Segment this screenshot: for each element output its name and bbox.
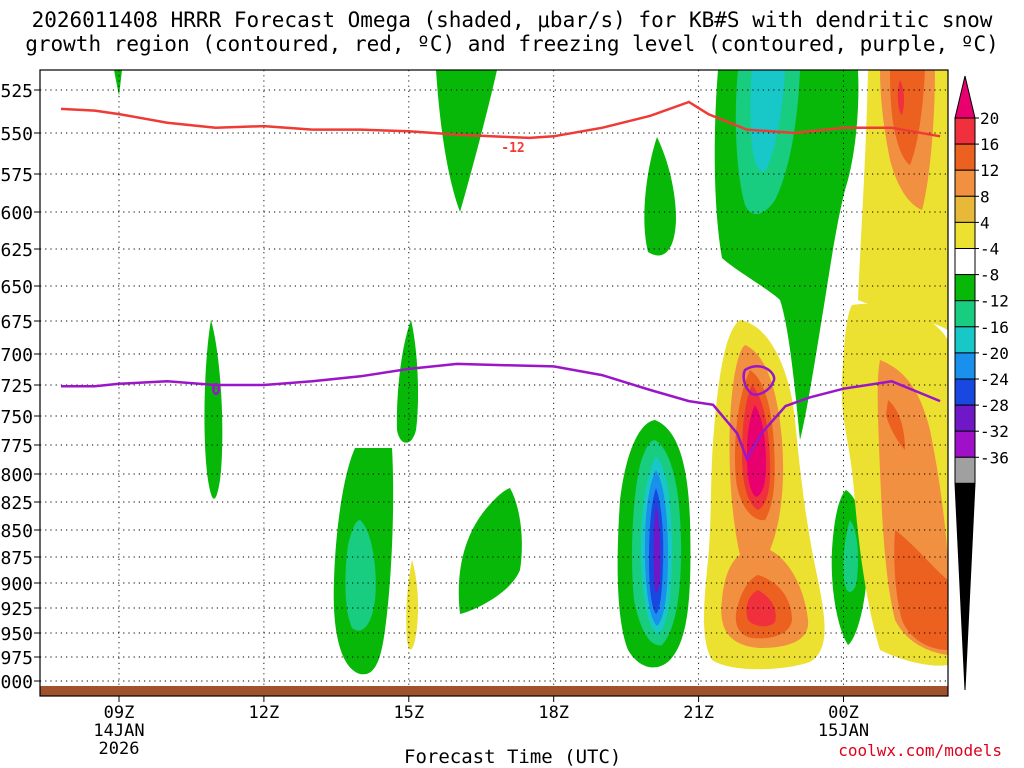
colorbar-segment (954, 221, 976, 249)
colorbar-tick-label: 12 (980, 161, 999, 180)
omega-shading-rising-regions (114, 70, 867, 675)
pressure-tick-label: 1000 (0, 672, 33, 693)
rising-region (114, 70, 122, 96)
x-axis-label: Forecast Time (UTC) (404, 746, 622, 768)
rising-region (644, 137, 676, 256)
pressure-tick-label: 825 (0, 493, 33, 514)
plot-frame (39, 69, 949, 697)
colorbar-tick-label: -24 (980, 370, 1009, 389)
colorbar-tick-label: 8 (980, 187, 990, 206)
pressure-tick-label: 850 (0, 521, 33, 542)
freezing-level-contour-label: 0 (213, 383, 220, 396)
credit-link[interactable]: coolwx.com/models (838, 741, 1002, 760)
colorbar-tick-label: -8 (980, 266, 999, 285)
sinking-region (746, 590, 776, 627)
rising-region (204, 320, 223, 499)
colorbar-segment (954, 274, 976, 302)
colorbar-tick-label: 20 (980, 109, 999, 128)
rising-region (843, 520, 858, 592)
colorbar-segment (954, 430, 976, 458)
freezing-level-small-contour (212, 383, 220, 395)
time-tick-label: 09Z (104, 703, 135, 723)
pressure-tick-label: 950 (0, 624, 33, 645)
rising-region (653, 505, 661, 592)
pressure-tick-label: 775 (0, 436, 33, 457)
colorbar-bottom-arrow (954, 482, 976, 691)
colorbar-tick-label: -28 (980, 396, 1009, 415)
time-tick-label: 00Z (828, 703, 859, 723)
pressure-tick-label: 875 (0, 548, 33, 569)
time-tick-date: 14JAN (93, 721, 144, 741)
pressure-tick-label: 750 (0, 407, 33, 428)
sinking-region (894, 530, 948, 650)
omega-colorbar: 20 16 12 8 4 -4 -8 -12 -16 -20 -24 -28 -32 -36 (954, 75, 1009, 691)
chart-title-line-2: growth region (contoured, red, ºC) and f… (25, 32, 999, 56)
pressure-tick-label: 900 (0, 574, 33, 595)
colorbar-segment (954, 352, 976, 380)
pressure-tick-label: 800 (0, 465, 33, 486)
contour-label-background (496, 140, 530, 154)
omega-shading-sinking-regions (406, 70, 948, 670)
colorbar-segment (954, 143, 976, 171)
rising-region (396, 320, 419, 443)
sinking-region (747, 405, 766, 497)
pressure-tick-label: 925 (0, 599, 33, 620)
colorbar-segment (954, 195, 976, 223)
colorbar-tick-label: -20 (980, 344, 1009, 363)
colorbar-segment (954, 169, 976, 197)
colorbar-tick-label: 4 (980, 213, 990, 232)
pressure-tick-label: 725 (0, 376, 33, 397)
colorbar-tick-label: -4 (980, 240, 999, 259)
pressure-tick-label: 550 (0, 124, 33, 145)
colorbar-tick-label: -32 (980, 422, 1009, 441)
freezing-level-contour-line (61, 362, 941, 462)
time-tick-date: 15JAN (818, 721, 869, 741)
colorbar-tick-label: 16 (980, 135, 999, 154)
dendritic-growth-contour-line (60, 100, 941, 140)
sinking-region (897, 80, 905, 115)
colorbar-segment (954, 300, 976, 328)
chart-title-line-1: 2026011408 HRRR Forecast Omega (shaded, … (31, 8, 993, 32)
dendritic-contour-label: -12 (501, 141, 524, 156)
pressure-tick-label: 575 (0, 165, 33, 186)
colorbar-segment (954, 456, 976, 484)
colorbar-top-arrow (954, 75, 976, 119)
colorbar-segment (954, 117, 976, 145)
rising-region (750, 70, 785, 172)
colorbar-tick-label: -12 (980, 292, 1009, 311)
rising-region (436, 70, 497, 212)
pressure-tick-label: 650 (0, 277, 33, 298)
pressure-tick-label: 700 (0, 345, 33, 366)
sinking-region (886, 400, 905, 450)
pressure-tick-label: 625 (0, 240, 33, 261)
pressure-tick-label: 675 (0, 312, 33, 333)
colorbar-segment (954, 248, 976, 276)
time-tick-year: 2026 (99, 739, 140, 759)
time-tick-label: 12Z (249, 703, 280, 723)
time-tick-label: 15Z (393, 703, 424, 723)
time-tick-label: 21Z (683, 703, 714, 723)
colorbar-segment (954, 326, 976, 354)
pressure-axis: 525 550 575 600 625 650 675 700 725 750 775 800 825 8… (0, 81, 40, 693)
pressure-tick-label: 600 (0, 203, 33, 224)
colorbar-segment (954, 378, 976, 406)
colorbar-tick-label: -16 (980, 318, 1009, 337)
pressure-tick-label: 525 (0, 81, 33, 102)
rising-region (458, 488, 522, 614)
ground-surface-bar (40, 686, 948, 696)
rising-region (345, 520, 376, 631)
freezing-level-closed-contour (742, 364, 776, 396)
pressure-tick-label: 975 (0, 648, 33, 669)
time-tick-label: 18Z (538, 703, 569, 723)
colorbar-tick-label: -36 (980, 448, 1009, 467)
grid-lines (40, 70, 948, 696)
colorbar-segment (954, 404, 976, 432)
